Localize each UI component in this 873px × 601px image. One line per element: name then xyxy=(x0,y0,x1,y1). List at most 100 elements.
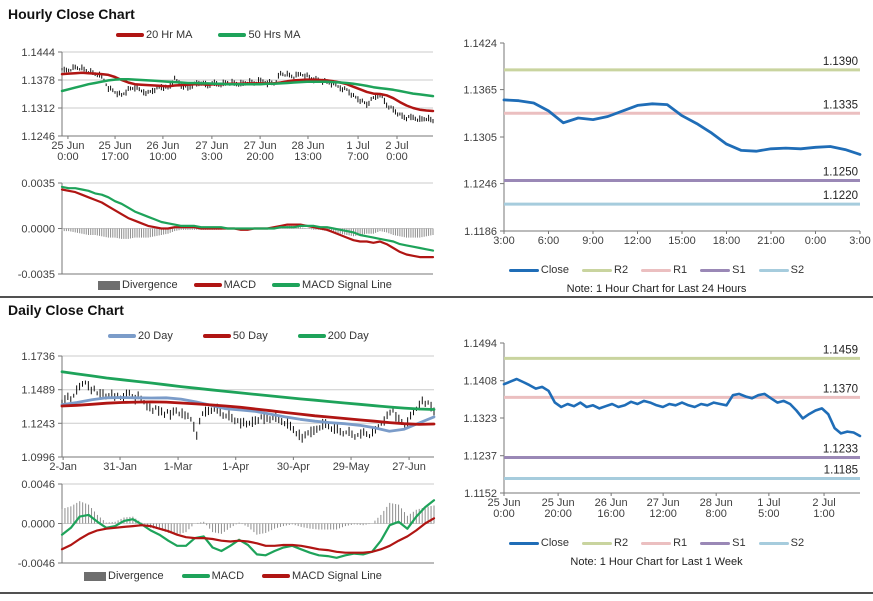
x-tick-label: 26 Jun xyxy=(595,497,628,509)
s2-level-label: 1.1220 xyxy=(823,190,858,202)
legend-label: R1 xyxy=(673,264,688,276)
close-line-swatch xyxy=(508,541,539,545)
r2-level-label: 1.1390 xyxy=(823,56,858,68)
x-tick-label: 0:00 xyxy=(57,151,78,163)
x-tick-label: 27 Jun xyxy=(195,140,228,152)
y-tick-label: 1.1243 xyxy=(21,418,55,430)
y-tick-label: 1.1444 xyxy=(21,47,55,59)
legend-item-s1: S1 xyxy=(700,264,746,276)
legend-label: 200 Day xyxy=(327,330,369,342)
y-tick-label: 1.1408 xyxy=(463,376,497,388)
legend-label: MACD xyxy=(223,279,257,291)
y-tick-label: 1.1246 xyxy=(21,131,55,143)
hourly-ma-legend: 20 Hr MA 50 Hrs MA xyxy=(116,29,300,41)
legend-item-macd-signal: MACD Signal Line xyxy=(262,570,382,582)
y-tick-label: 0.0046 xyxy=(21,479,55,491)
x-tick-label: 20:00 xyxy=(246,151,274,163)
legend-label: R1 xyxy=(673,537,688,549)
macd-line-swatch xyxy=(181,574,210,578)
50-day-line xyxy=(60,400,436,426)
r2-line-swatch xyxy=(582,541,613,545)
x-tick-label: 12:00 xyxy=(624,235,652,247)
r1-level-label: 1.1335 xyxy=(823,99,858,111)
legend-label: MACD Signal Line xyxy=(302,279,392,291)
y-tick-label: -0.0035 xyxy=(18,269,55,281)
x-tick-label: 15:00 xyxy=(668,235,696,247)
y-tick-label: 0.0035 xyxy=(21,178,55,190)
legend-label: 50 Day xyxy=(232,330,268,342)
legend-item-macd: MACD xyxy=(193,279,257,291)
x-tick-label: 1 Jul xyxy=(757,497,780,509)
macd-signal-line-line xyxy=(60,185,435,252)
daily-macd-legend: Divergence MACD MACD Signal Line xyxy=(84,570,382,582)
close-line xyxy=(502,377,862,438)
x-tick-label: 28 Jun xyxy=(700,497,733,509)
y-tick-label: 1.1736 xyxy=(21,351,55,363)
legend-label: Divergence xyxy=(122,279,178,291)
200day-ma-line-swatch xyxy=(297,334,326,338)
hourly-sr-note: Note: 1 Hour Chart for Last 24 Hours xyxy=(566,283,747,295)
legend-item-macd: MACD xyxy=(181,570,244,582)
legend-label: Divergence xyxy=(108,570,164,582)
r2-line-swatch xyxy=(582,268,613,272)
x-tick-label: 3:00 xyxy=(849,235,870,247)
s2-level-label: 1.1185 xyxy=(824,465,858,477)
legend-label: Close xyxy=(540,537,570,549)
legend-item-50day: 50 Day xyxy=(202,330,268,342)
20hr-ma-line-swatch xyxy=(116,33,144,37)
y-tick-label: 1.1424 xyxy=(463,38,497,50)
legend-item-s2: S2 xyxy=(758,264,804,276)
legend-item-50hrs-ma: 50 Hrs MA xyxy=(218,29,300,41)
r1-line-swatch xyxy=(641,268,672,272)
y-tick-label: 1.1186 xyxy=(464,226,497,238)
legend-item-r2: R2 xyxy=(582,537,628,549)
y-tick-label: 1.1237 xyxy=(463,451,497,463)
r1-level-label: 1.1370 xyxy=(823,383,858,395)
daily-macd-chart: 0.0046 0.0000 -0.0046 xyxy=(18,479,436,570)
50hrs-ma-line-swatch xyxy=(218,33,247,37)
legend-label: 20 Day xyxy=(138,330,173,342)
x-tick-label: 1-Mar xyxy=(164,461,193,473)
x-tick-label: 9:00 xyxy=(582,235,603,247)
s1-level-label: 1.1233 xyxy=(823,443,858,455)
x-tick-label: 28 Jun xyxy=(291,140,324,152)
x-tick-label: 30-Apr xyxy=(277,461,310,473)
x-tick-label: 8:00 xyxy=(705,508,726,520)
weekly-sr-legend: Close R2 R1 S1 S2 xyxy=(440,537,873,549)
legend-label: S1 xyxy=(732,264,746,276)
x-tick-label: 27 Jun xyxy=(244,140,277,152)
section-divider-bottom xyxy=(0,592,873,594)
x-tick-label: 26 Jun xyxy=(146,140,179,152)
macd-signal-line-line xyxy=(60,517,436,554)
close-line-swatch xyxy=(508,268,539,272)
hourly-section-title: Hourly Close Chart xyxy=(8,6,135,22)
x-tick-label: 16:00 xyxy=(597,508,625,520)
y-tick-label: 1.1489 xyxy=(21,385,55,397)
macd-line xyxy=(60,188,435,259)
50-hrs-ma-line xyxy=(60,77,435,98)
legend-item-divergence: Divergence xyxy=(98,279,178,291)
x-tick-label: 20:00 xyxy=(544,508,572,520)
x-tick-label: 27 Jun xyxy=(647,497,680,509)
x-tick-label: 25 Jun xyxy=(51,140,84,152)
x-tick-label: 17:00 xyxy=(101,151,129,163)
section-divider-top xyxy=(0,296,873,298)
y-tick-label: 1.1378 xyxy=(21,75,55,87)
x-tick-label: 18:00 xyxy=(713,235,741,247)
x-tick-label: 25 Jun xyxy=(487,497,520,509)
legend-item-r1: R1 xyxy=(641,264,687,276)
50day-ma-line-swatch xyxy=(202,334,231,338)
r1-line-swatch xyxy=(641,541,672,545)
hourly-macd-chart: 0.0035 0.0000 -0.0035 xyxy=(18,178,435,281)
macd-signal-line-swatch xyxy=(262,574,291,578)
x-tick-label: 3:00 xyxy=(201,151,222,163)
20day-ma-line-swatch xyxy=(108,334,136,338)
y-tick-label: 1.1365 xyxy=(463,85,497,97)
x-tick-label: 7:00 xyxy=(347,151,368,163)
x-tick-label: 10:00 xyxy=(149,151,177,163)
x-tick-label: 6:00 xyxy=(538,235,559,247)
